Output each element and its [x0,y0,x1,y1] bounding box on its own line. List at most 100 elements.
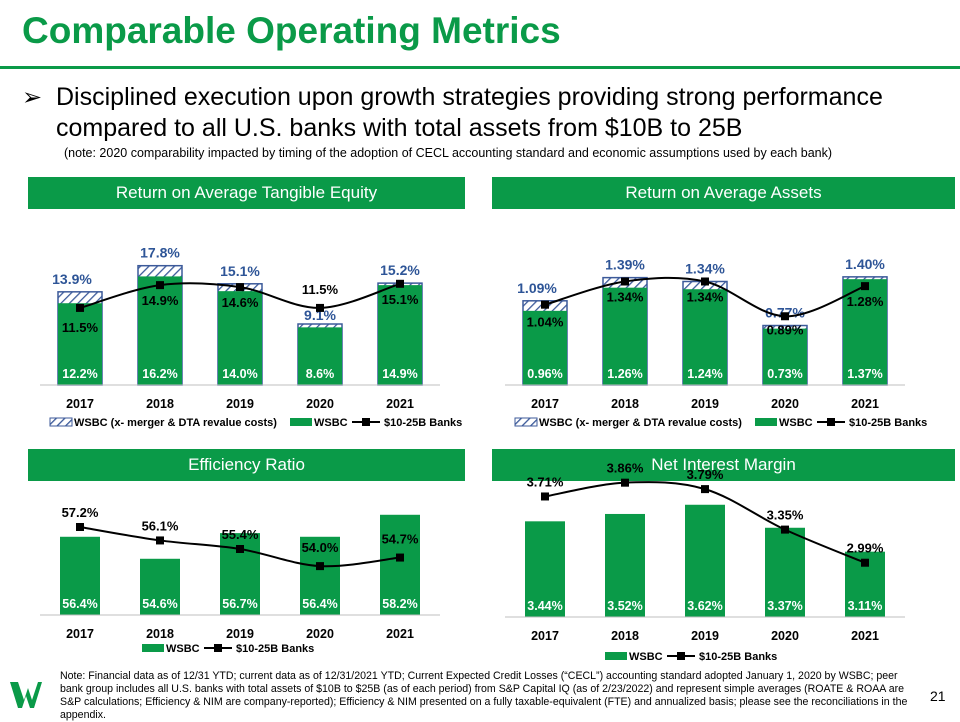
wsbc-bar-label: 56.4% [62,597,97,611]
peer-marker [781,312,789,321]
peer-marker [316,303,324,312]
cecl-note: (note: 2020 comparability impacted by ti… [64,146,833,160]
page-number: 21 [930,688,946,704]
wsbc-bar-label: 1.37% [847,367,882,381]
peer-marker [861,558,869,567]
wsbc-bar-label: 0.73% [767,367,802,381]
wsbc-bar-label: 56.4% [302,597,337,611]
wsbc-bar [218,291,262,385]
peer-value-label: 55.4% [222,527,259,542]
x-tick-label: 2018 [146,627,174,641]
peer-value-label: 11.5% [302,282,339,297]
wsbc-bar [843,279,887,385]
x-tick-label: 2018 [611,629,639,643]
legend-wsbc-label: WSBC [629,651,663,663]
wsbc-bar [60,536,100,615]
wsbc-bar-label: 14.0% [222,367,257,381]
title-divider [0,66,960,69]
legend-wsbc-swatch [290,418,312,426]
wsbc-bar-label: 3.37% [767,599,802,613]
x-tick-label: 2019 [691,397,719,411]
legend-wsbc-label: WSBC [166,643,200,655]
peer-marker [156,536,164,545]
peer-value-label: 56.1% [142,518,179,533]
peer-value-label: 57.2% [62,505,99,520]
roaa-chart: 0.96% 2017 1.09% 1.26% 2018 1.39% 1.24% 2019 1.3… [505,256,927,429]
x-tick-label: 2019 [691,629,719,643]
peer-marker [781,525,789,534]
legend-peer-label: $10-25B Banks [849,417,927,429]
wsbc-bar-label: 3.11% [848,599,883,613]
peer-marker [541,492,549,501]
peer-marker [396,553,404,562]
peer-marker [541,300,549,309]
legend-wsbc-swatch [142,644,164,652]
wsbc-bar [298,327,342,385]
headline-text: Disciplined execution upon growth strate… [56,83,883,142]
wsbc-bar-label: 58.2% [382,597,417,611]
roaa-header: Return on Average Assets [492,177,955,209]
peer-marker [236,545,244,553]
nim-header: Net Interest Margin [492,449,955,481]
peer-value-label: 11.5% [62,320,99,335]
peer-marker [236,283,244,292]
peer-marker [76,523,84,531]
efficiency-header: Efficiency Ratio [28,449,465,481]
x-tick-label: 2017 [66,627,94,641]
peer-value-label: 3.79% [687,467,724,482]
wsbc-bar [603,287,647,385]
hatched-bar-label: 1.40% [845,256,885,272]
hatched-bar-label: 1.39% [605,257,645,273]
peer-value-label: 14.9% [142,293,179,308]
wsbc-bar-label: 3.44% [527,599,562,613]
peer-value-label: 1.34% [607,289,644,304]
peer-value-label: 3.86% [607,461,644,476]
legend-peer-label: $10-25B Banks [699,651,777,663]
peer-marker [621,277,629,286]
legend-wsbc-label: WSBC [779,417,813,429]
x-tick-label: 2017 [531,629,559,643]
hatched-bar-label: 1.34% [685,260,725,276]
wsbc-bar [378,285,422,385]
legend-peer-label: $10-25B Banks [384,417,462,429]
legend-peer-marker [214,644,222,652]
legend-peer-marker [362,418,370,426]
legend-hatch-swatch [49,417,73,427]
peer-marker [621,478,629,487]
legend-peer-marker [677,652,685,660]
peer-marker [76,303,84,312]
x-tick-label: 2018 [611,397,639,411]
wsbc-bar [605,513,645,617]
peer-marker [701,277,709,286]
hatched-bar-label: 9.1% [304,307,336,323]
peer-marker [701,485,709,494]
wsbc-bar [765,527,805,617]
legend-hatch-label: WSBC (x- merger & DTA revalue costs) [539,417,742,429]
wsbc-bar-label: 12.2% [62,367,97,381]
wsbc-bar-label: 1.24% [687,367,722,381]
x-tick-label: 2017 [531,397,559,411]
x-tick-label: 2020 [306,627,334,641]
peer-marker [156,281,164,290]
wsbc-bar-label: 3.62% [687,599,722,613]
wsbc-bar [140,558,180,615]
efficiency-chart: 56.4% 2017 54.6% 2018 56.7% 2019 56.4% 2020 58.2… [40,505,440,655]
peer-marker [316,562,324,571]
legend-wsbc-label: WSBC [314,417,348,429]
legend-wsbc-swatch [755,418,777,426]
x-tick-label: 2020 [306,397,334,411]
x-tick-label: 2020 [771,629,799,643]
peer-value-label: 54.0% [302,540,339,555]
hatched-bar-label: 15.2% [380,262,420,278]
peer-value-label: 0.89% [767,322,804,337]
wsbc-bar [523,310,567,385]
legend-peer-label: $10-25B Banks [236,643,314,655]
x-tick-label: 2021 [386,397,414,411]
peer-value-label: 1.34% [687,289,724,304]
legend-hatch-label: WSBC (x- merger & DTA revalue costs) [74,417,277,429]
x-tick-label: 2021 [851,397,879,411]
x-tick-label: 2019 [226,627,254,641]
peer-value-label: 1.28% [847,294,884,309]
legend-hatch-swatch [514,417,538,427]
roate-header: Return on Average Tangible Equity [28,177,465,209]
